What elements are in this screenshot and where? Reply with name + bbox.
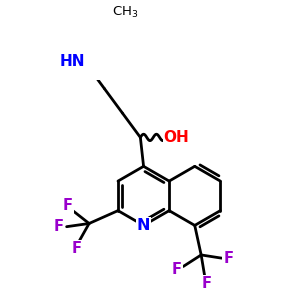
Text: HN: HN	[59, 54, 85, 69]
Text: F: F	[172, 262, 182, 277]
Text: OH: OH	[164, 130, 189, 145]
Text: F: F	[54, 219, 64, 234]
Text: F: F	[63, 198, 73, 213]
Text: N: N	[137, 218, 150, 233]
Text: CH$_3$: CH$_3$	[112, 5, 139, 20]
Text: F: F	[71, 241, 81, 256]
Text: F: F	[223, 251, 233, 266]
Text: F: F	[201, 276, 211, 291]
